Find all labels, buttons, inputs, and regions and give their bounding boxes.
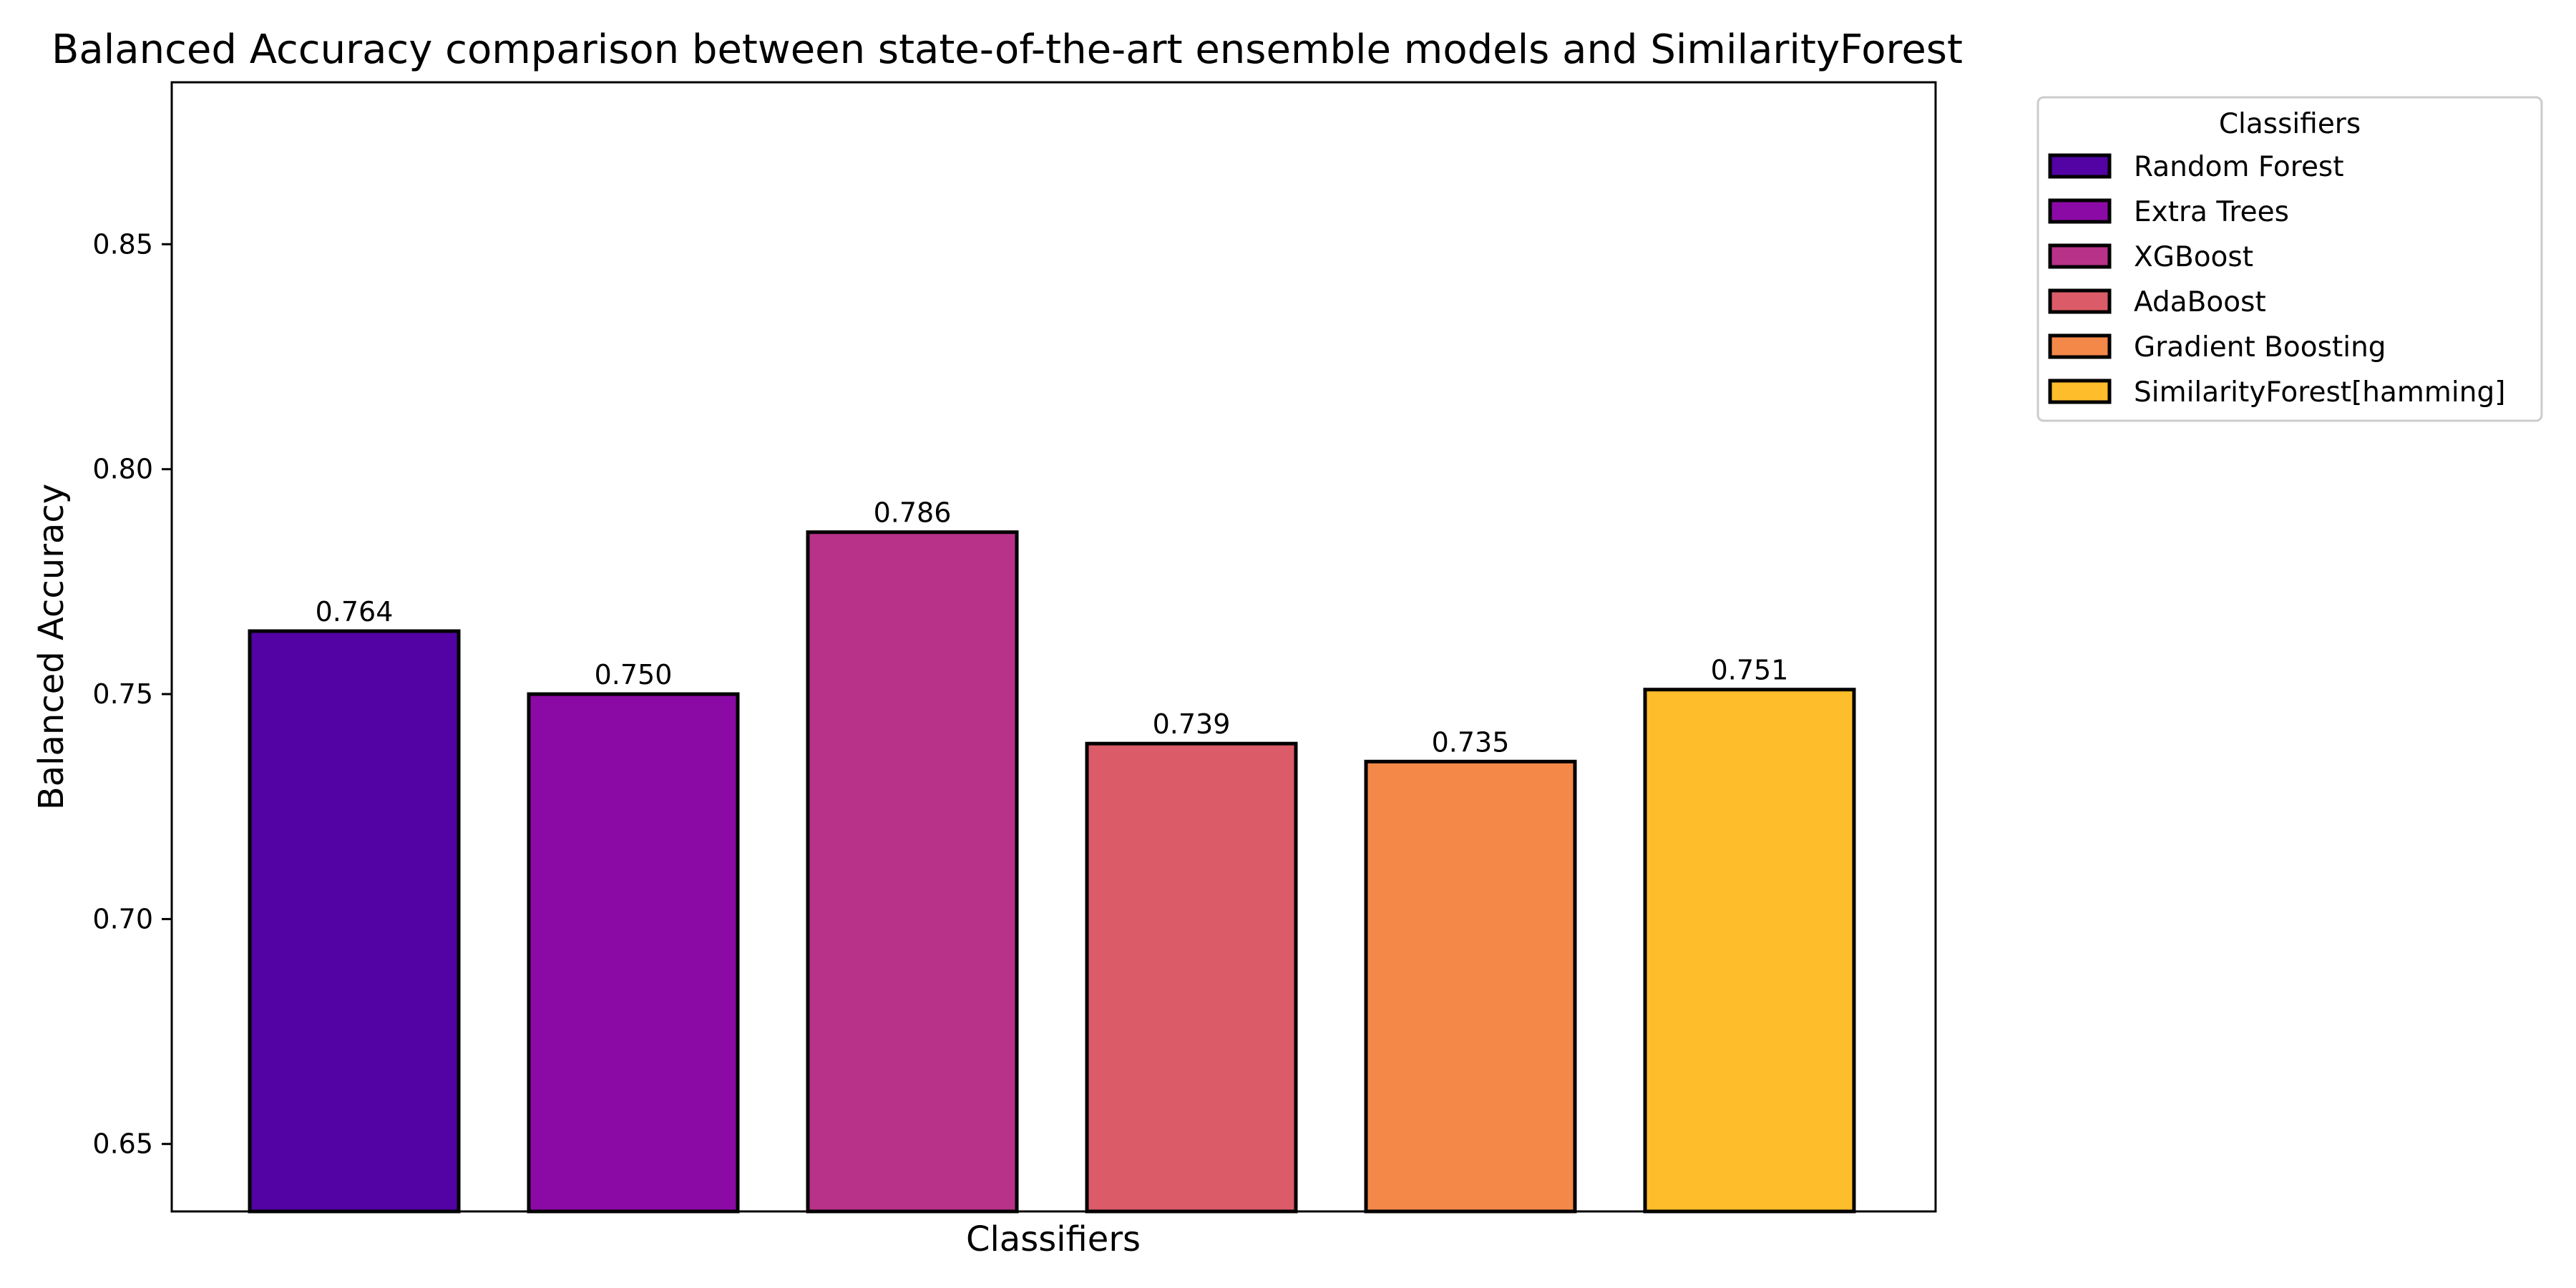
y-tick-label: 0.70 — [92, 903, 153, 935]
data-label-xgboost: 0.786 — [874, 497, 952, 529]
legend-label-extra-trees: Extra Trees — [2134, 196, 2289, 228]
bar-random-forest — [248, 629, 461, 1214]
y-tick-label: 0.65 — [92, 1128, 153, 1160]
y-tick-label: 0.75 — [92, 678, 153, 710]
legend-label-random-forest: Random Forest — [2134, 151, 2344, 183]
legend-swatch-adaboost — [2048, 288, 2112, 314]
legend-label-similarityforest-hamming: SimilarityForest[hamming] — [2134, 376, 2505, 409]
value-labels-layer: 0.764 0.750 0.786 0.739 0.735 0.751 — [316, 497, 1789, 758]
plot-frame — [170, 81, 1937, 1213]
legend-label-xgboost: XGBoost — [2134, 241, 2253, 273]
legend-swatch-similarityforest-hamming — [2048, 379, 2112, 404]
chart-title: Balanced Accuracy comparison between sta… — [52, 26, 1963, 73]
bar-gradient-boosting — [1364, 759, 1577, 1214]
data-label-adaboost: 0.739 — [1153, 708, 1231, 740]
legend-frame — [2036, 96, 2543, 422]
bar-adaboost — [1085, 741, 1298, 1214]
y-axis-ticks: 0.65 0.70 0.75 0.80 0.85 — [92, 228, 172, 1160]
data-label-similarityforest-hamming: 0.751 — [1711, 655, 1789, 686]
legend-swatch-extra-trees — [2048, 198, 2112, 224]
legend-title: Classifiers — [2219, 108, 2361, 140]
x-axis-label: Classifiers — [966, 1219, 1141, 1259]
data-label-random-forest: 0.764 — [316, 596, 394, 628]
legend-items: Random Forest Extra Trees XGBoost AdaBoost G… — [2048, 151, 2505, 409]
data-label-extra-trees: 0.750 — [595, 659, 673, 691]
bar-xgboost — [806, 530, 1019, 1214]
legend-label-adaboost: AdaBoost — [2134, 286, 2266, 318]
y-tick-label: 0.85 — [92, 228, 153, 260]
legend: Classifiers Random Forest Extra Trees XGBo… — [2036, 96, 2543, 422]
legend-swatch-gradient-boosting — [2048, 333, 2112, 359]
bars-layer — [248, 530, 1856, 1214]
bar-similarityforest-hamming — [1643, 688, 1856, 1214]
legend-swatch-xgboost — [2048, 243, 2112, 269]
bar-extra-trees — [527, 692, 740, 1214]
y-axis-label: Balanced Accuracy — [31, 484, 72, 810]
legend-label-gradient-boosting: Gradient Boosting — [2134, 331, 2386, 364]
legend-swatch-random-forest — [2048, 153, 2112, 179]
y-tick-label: 0.80 — [92, 454, 153, 485]
data-label-gradient-boosting: 0.735 — [1432, 726, 1510, 758]
